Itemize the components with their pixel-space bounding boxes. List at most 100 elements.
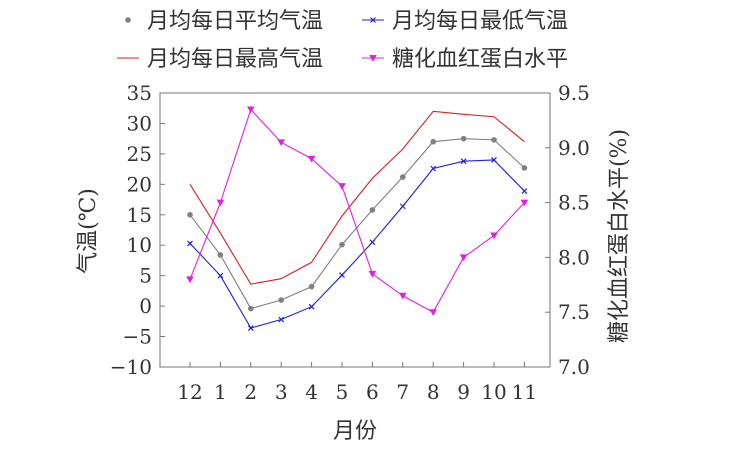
data-point <box>460 135 467 142</box>
data-point <box>278 297 285 303</box>
right-tick-label: 7.5 <box>558 300 590 324</box>
right-tick-label: 9.0 <box>558 136 590 160</box>
left-tick-label: 5 <box>139 264 152 288</box>
legend-swatch <box>125 17 131 23</box>
data-point-stroke <box>187 240 193 247</box>
data-point-stroke <box>399 203 406 210</box>
x-tick-label: 2 <box>244 380 257 404</box>
legend-entry: 月均每日最高气温 <box>117 47 323 72</box>
data-point-stroke <box>308 303 315 310</box>
left-tick-label: 20 <box>127 172 152 196</box>
right-tick-label: 8.5 <box>558 191 590 215</box>
series-2 <box>187 157 528 331</box>
right-y-axis: 9.5 9.0 8.5 8.0 7.5 7.0 <box>545 81 590 379</box>
data-point-stroke <box>339 272 345 278</box>
left-tick-label: 15 <box>127 203 152 227</box>
left-axis-label: 气温(℃) <box>76 188 101 274</box>
x-tick-label: 1 <box>214 380 227 404</box>
x-tick-label: 7 <box>396 380 409 404</box>
legend-swatch <box>370 17 376 23</box>
data-point <box>187 240 193 247</box>
x-tick-label: 3 <box>275 380 288 404</box>
data-point <box>187 211 193 218</box>
legend-label: 月均每日平均气温 <box>147 9 323 34</box>
series-line <box>189 110 525 285</box>
data-point <box>216 199 225 207</box>
data-point <box>490 232 498 240</box>
left-y-axis: 35 30 25 20 15 10 5 0 −5 −10 <box>110 81 165 379</box>
right-tick-label: 9.5 <box>558 81 590 105</box>
data-point <box>369 207 376 213</box>
right-tick-label: 7.0 <box>558 355 590 379</box>
data-point <box>339 272 345 278</box>
plot-area-frame <box>159 92 551 368</box>
legend-label: 糖化血红蛋白水平 <box>392 47 568 72</box>
data-point <box>217 252 224 258</box>
series-1 <box>187 135 528 312</box>
data-point-stroke <box>247 325 254 331</box>
data-point <box>430 165 437 172</box>
data-point <box>339 241 345 248</box>
data-point <box>369 239 376 246</box>
x-tick-label: 9 <box>457 380 470 404</box>
data-point <box>491 157 497 163</box>
data-point <box>521 188 528 194</box>
series-layer <box>186 106 529 331</box>
right-axis-label: 糖化血红蛋白水平(%) <box>607 129 632 343</box>
data-point <box>308 283 315 290</box>
x-tick-label: 8 <box>427 380 440 404</box>
data-point <box>429 309 437 316</box>
series-line <box>189 138 525 310</box>
left-tick-label: 35 <box>127 81 152 105</box>
data-point <box>459 254 468 262</box>
x-tick-label: 10 <box>481 380 506 404</box>
data-point <box>399 292 407 300</box>
data-point <box>368 270 377 278</box>
left-tick-label: −5 <box>123 325 152 349</box>
data-point <box>520 199 529 207</box>
data-point <box>217 272 224 279</box>
legend-label: 月均每日最低气温 <box>392 9 568 34</box>
x-tick-label: 5 <box>336 380 349 404</box>
data-point <box>308 303 315 310</box>
data-point <box>400 174 406 180</box>
legend-entry: 月均每日平均气温 <box>125 9 323 34</box>
data-point <box>247 106 255 114</box>
x-tick-label: 11 <box>512 380 537 404</box>
legend-entry: 糖化血红蛋白水平 <box>362 47 568 72</box>
series-line <box>189 159 525 329</box>
data-point <box>399 203 406 210</box>
data-point <box>278 316 285 323</box>
series-line <box>189 108 525 313</box>
left-tick-label: −10 <box>110 355 152 379</box>
x-tick-label: 12 <box>177 380 202 404</box>
data-point-stroke <box>369 239 376 246</box>
data-point <box>521 165 528 171</box>
x-tick-label: 4 <box>305 380 318 404</box>
x-axis: 12 1 2 3 4 5 6 7 8 9 10 11 <box>177 362 537 404</box>
data-point <box>247 325 254 331</box>
legend-swatch-stroke <box>370 17 376 23</box>
data-point <box>430 138 437 145</box>
data-point-stroke <box>430 165 437 172</box>
left-tick-label: 0 <box>139 294 152 318</box>
data-point <box>186 276 194 284</box>
right-tick-label: 8.0 <box>558 245 590 269</box>
data-point <box>460 158 467 165</box>
data-point <box>491 137 497 143</box>
left-tick-label: 25 <box>127 142 152 166</box>
legend-swatch <box>369 55 377 62</box>
series-3 <box>189 110 525 285</box>
data-point-stroke <box>521 188 528 194</box>
data-point <box>307 155 316 163</box>
data-point-stroke <box>278 316 285 323</box>
x-tick-label: 6 <box>366 380 379 404</box>
legend-label: 月均每日最高气温 <box>147 47 323 72</box>
x-axis-label: 月份 <box>333 419 377 444</box>
left-tick-label: 10 <box>127 233 152 257</box>
data-point-stroke <box>217 272 224 279</box>
data-point <box>277 139 285 147</box>
series-4 <box>186 106 529 316</box>
